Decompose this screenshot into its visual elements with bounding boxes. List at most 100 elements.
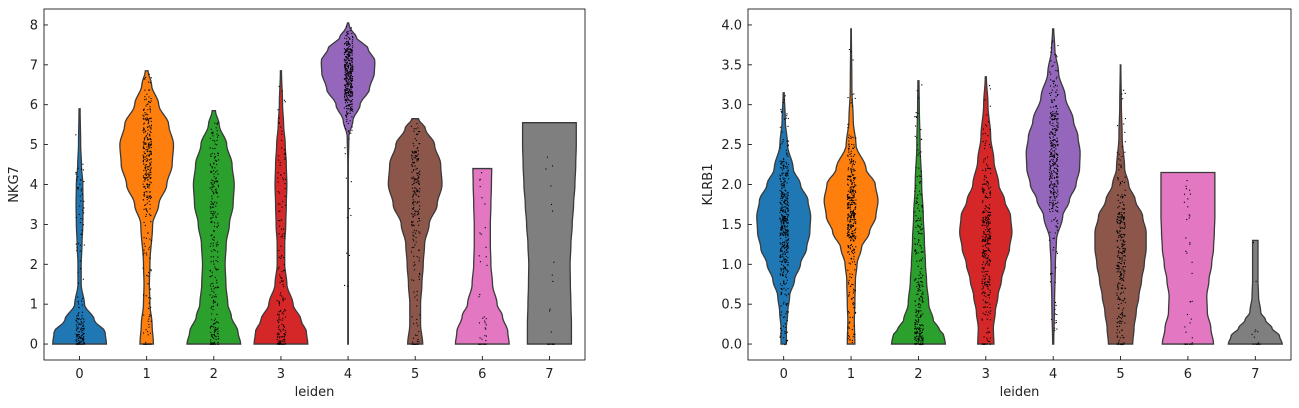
data-point <box>278 266 280 268</box>
data-point <box>410 125 413 127</box>
data-point <box>1191 300 1193 302</box>
data-point <box>144 99 146 101</box>
data-point <box>982 285 984 287</box>
data-point <box>146 195 148 197</box>
data-point <box>786 264 788 266</box>
data-point <box>79 323 81 325</box>
data-point <box>148 195 150 197</box>
data-point <box>1053 155 1055 157</box>
data-point <box>412 202 414 204</box>
data-point <box>348 67 350 69</box>
data-point <box>279 203 281 205</box>
data-point <box>1052 140 1054 142</box>
data-point <box>848 151 850 153</box>
data-point <box>850 171 852 173</box>
data-point <box>217 327 219 329</box>
data-point <box>1053 133 1055 135</box>
data-point <box>1120 214 1122 216</box>
data-point <box>1122 265 1125 268</box>
data-point <box>76 341 78 343</box>
data-point <box>782 225 784 227</box>
y-tick-label-nkg7: 1 <box>30 298 38 313</box>
data-point <box>848 145 850 148</box>
data-point <box>1053 80 1056 82</box>
data-point <box>785 252 787 254</box>
data-point <box>1119 278 1121 280</box>
data-point <box>1122 196 1124 198</box>
data-point <box>981 263 983 266</box>
data-point <box>783 246 785 248</box>
data-point <box>787 205 790 207</box>
data-point <box>855 199 857 201</box>
data-point <box>345 59 347 61</box>
data-point <box>352 108 354 110</box>
data-point <box>779 255 781 257</box>
data-point <box>281 343 283 345</box>
data-point <box>417 201 419 203</box>
data-point <box>985 270 987 273</box>
data-point <box>1049 208 1051 210</box>
data-point <box>852 179 854 182</box>
data-point <box>1254 331 1256 333</box>
data-point <box>1118 299 1121 301</box>
data-point <box>147 139 149 141</box>
data-point <box>411 171 413 173</box>
data-point <box>847 224 849 226</box>
data-point <box>917 310 919 312</box>
data-point <box>1051 173 1053 175</box>
data-point <box>1119 202 1121 204</box>
data-point <box>780 229 782 231</box>
data-point <box>915 252 918 254</box>
data-point <box>988 183 990 185</box>
data-point <box>785 326 787 328</box>
data-point <box>212 131 214 133</box>
data-point <box>847 207 849 209</box>
data-point <box>210 288 212 290</box>
data-point <box>1055 172 1057 174</box>
data-point <box>921 206 923 208</box>
data-point <box>780 180 782 182</box>
data-point <box>914 333 916 335</box>
data-point <box>211 186 213 188</box>
data-point <box>847 251 849 253</box>
data-point <box>983 222 985 224</box>
data-point <box>1057 183 1059 185</box>
data-point <box>983 295 985 297</box>
data-point <box>918 319 920 321</box>
data-point <box>216 122 218 125</box>
data-point <box>351 59 353 61</box>
data-point <box>143 147 145 150</box>
data-point <box>1118 169 1120 171</box>
data-point <box>916 323 918 325</box>
data-point <box>989 303 991 305</box>
data-point <box>1123 227 1125 229</box>
data-point <box>855 227 857 229</box>
data-point <box>284 333 286 335</box>
data-point <box>1119 235 1121 237</box>
data-point <box>846 194 848 196</box>
data-point <box>75 173 77 175</box>
data-point <box>149 196 151 198</box>
data-point <box>786 182 788 184</box>
data-point <box>1056 179 1058 181</box>
data-point <box>413 130 415 132</box>
data-point <box>1189 193 1191 195</box>
data-point <box>78 306 80 309</box>
data-point <box>853 196 855 198</box>
data-point <box>982 291 984 294</box>
data-point <box>143 343 145 345</box>
data-point <box>417 190 419 192</box>
data-point <box>351 91 353 93</box>
data-point <box>851 160 853 162</box>
data-point <box>985 210 987 212</box>
data-point <box>853 333 855 335</box>
data-point <box>348 73 350 75</box>
data-point <box>81 317 83 319</box>
data-point <box>211 202 213 204</box>
data-point <box>145 214 147 216</box>
data-point <box>149 314 151 316</box>
data-point <box>349 51 351 53</box>
data-point <box>787 207 789 209</box>
data-point <box>209 327 212 329</box>
data-point <box>1122 240 1125 242</box>
